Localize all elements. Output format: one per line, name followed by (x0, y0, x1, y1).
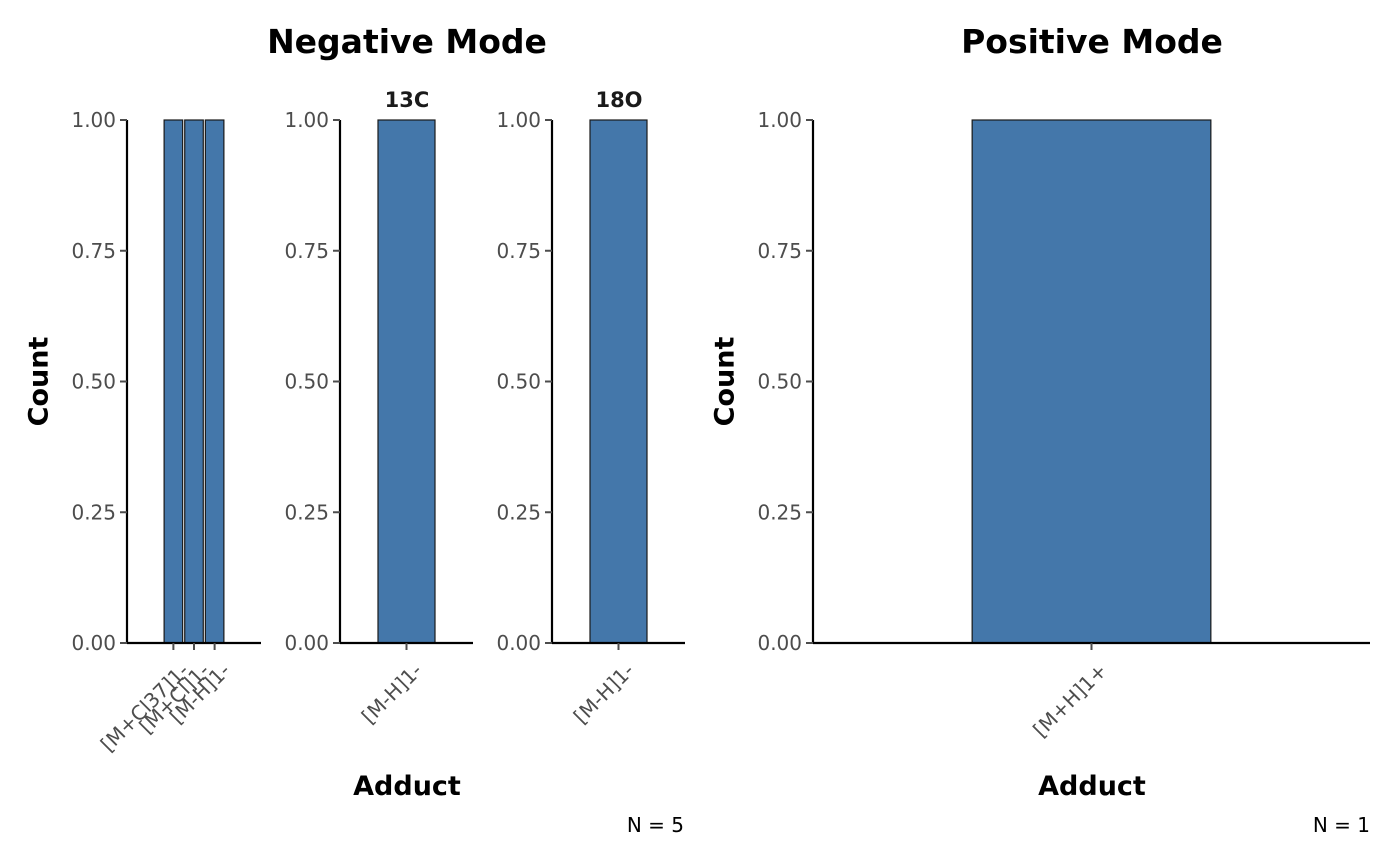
y-tick-label: 0.50 (757, 370, 802, 394)
bar (204, 119, 225, 644)
y-tick-label: 0.25 (757, 500, 802, 524)
y-tick-label: 0.25 (284, 500, 329, 524)
x-axis-title: Adduct (1038, 771, 1146, 802)
y-tick-label: 0.00 (284, 631, 329, 655)
bar (589, 119, 648, 644)
bar (163, 119, 184, 644)
y-axis-title: Count (710, 337, 741, 427)
y-tick-label: 1.00 (284, 108, 329, 132)
x-axis-title: Adduct (353, 771, 461, 802)
y-tick-label: 0.25 (71, 500, 116, 524)
x-tick-label: [M+H]1+ (1028, 658, 1112, 742)
y-tick-label: 0.00 (757, 631, 802, 655)
bar (971, 119, 1212, 644)
bar (377, 119, 436, 644)
panel-title: Positive Mode (961, 22, 1223, 61)
y-tick-label: 1.00 (496, 108, 541, 132)
y-tick-label: 0.50 (496, 370, 541, 394)
panel-title: Negative Mode (267, 22, 547, 61)
y-tick-label: 0.25 (496, 500, 541, 524)
y-axis-title: Count (24, 337, 55, 427)
y-tick-label: 1.00 (71, 108, 116, 132)
y-tick-label: 0.00 (71, 631, 116, 655)
y-tick-label: 0.50 (71, 370, 116, 394)
x-tick-label: [M-H]1- (357, 658, 427, 728)
sample-count-caption: N = 5 (627, 813, 684, 837)
facet-strip-label: 18O (595, 88, 642, 112)
y-tick-label: 0.75 (284, 239, 329, 263)
y-tick-label: 0.00 (496, 631, 541, 655)
y-tick-label: 0.50 (284, 370, 329, 394)
y-tick-label: 0.75 (71, 239, 116, 263)
bar (184, 119, 204, 644)
y-tick-label: 0.75 (496, 239, 541, 263)
facet-strip-label: 13C (385, 88, 430, 112)
sample-count-caption: N = 1 (1313, 813, 1370, 837)
y-tick-label: 1.00 (757, 108, 802, 132)
x-tick-label: [M-H]1- (569, 658, 639, 728)
y-tick-label: 0.75 (757, 239, 802, 263)
